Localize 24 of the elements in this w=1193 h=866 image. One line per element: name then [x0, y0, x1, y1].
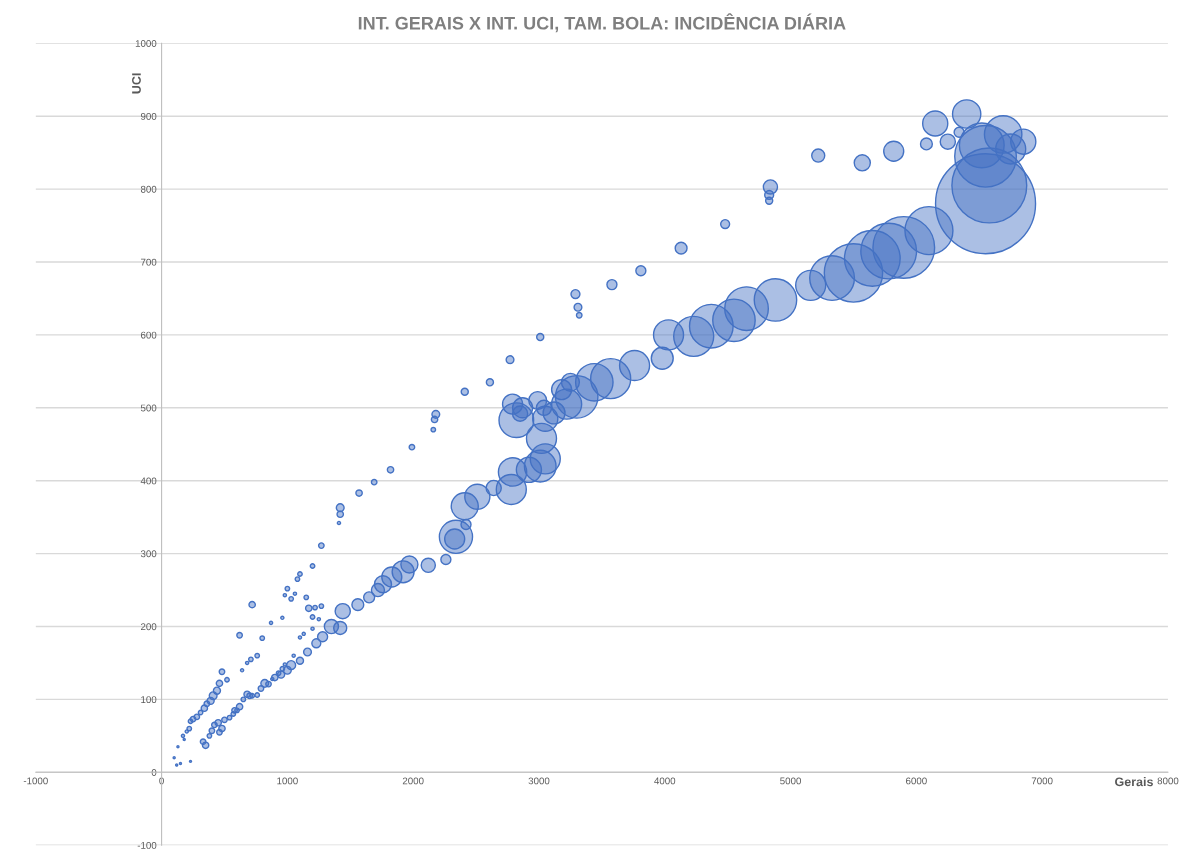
x-tick-label: 2000: [402, 777, 424, 785]
x-axis-title: Gerais: [1115, 777, 1153, 787]
y-tick-label: 800: [140, 185, 157, 193]
y-tick-label: 300: [140, 550, 157, 558]
y-tick-label: -100: [137, 841, 157, 849]
x-tick-label: 5000: [780, 777, 801, 785]
x-tick-label: -1000: [23, 777, 48, 785]
y-tick-label: 700: [141, 258, 157, 266]
y-tick-label: 1000: [135, 40, 157, 47]
x-tick-label: 1000: [277, 777, 298, 785]
x-tick-label: 3000: [528, 777, 550, 785]
y-tick-label: 200: [140, 623, 157, 631]
chart-title: INT. GERAIS X INT. UCI, TAM. BOLA: INCIDÊNCIA DIÁRIA: [358, 13, 846, 33]
x-tick-label: 4000: [654, 777, 676, 785]
y-tick-label: 600: [141, 331, 157, 339]
y-axis-title: UCI: [132, 73, 141, 94]
y-tick-label: 500: [140, 404, 157, 412]
y-tick-label: 900: [140, 112, 157, 120]
y-tick-label: 0: [151, 769, 157, 776]
y-tick-label: 100: [141, 696, 157, 704]
x-tick-label: 8000: [1157, 777, 1179, 785]
x-tick-label: 7000: [1031, 777, 1053, 785]
y-tick-label: 400: [140, 477, 157, 485]
x-tick-label: 6000: [906, 777, 927, 785]
